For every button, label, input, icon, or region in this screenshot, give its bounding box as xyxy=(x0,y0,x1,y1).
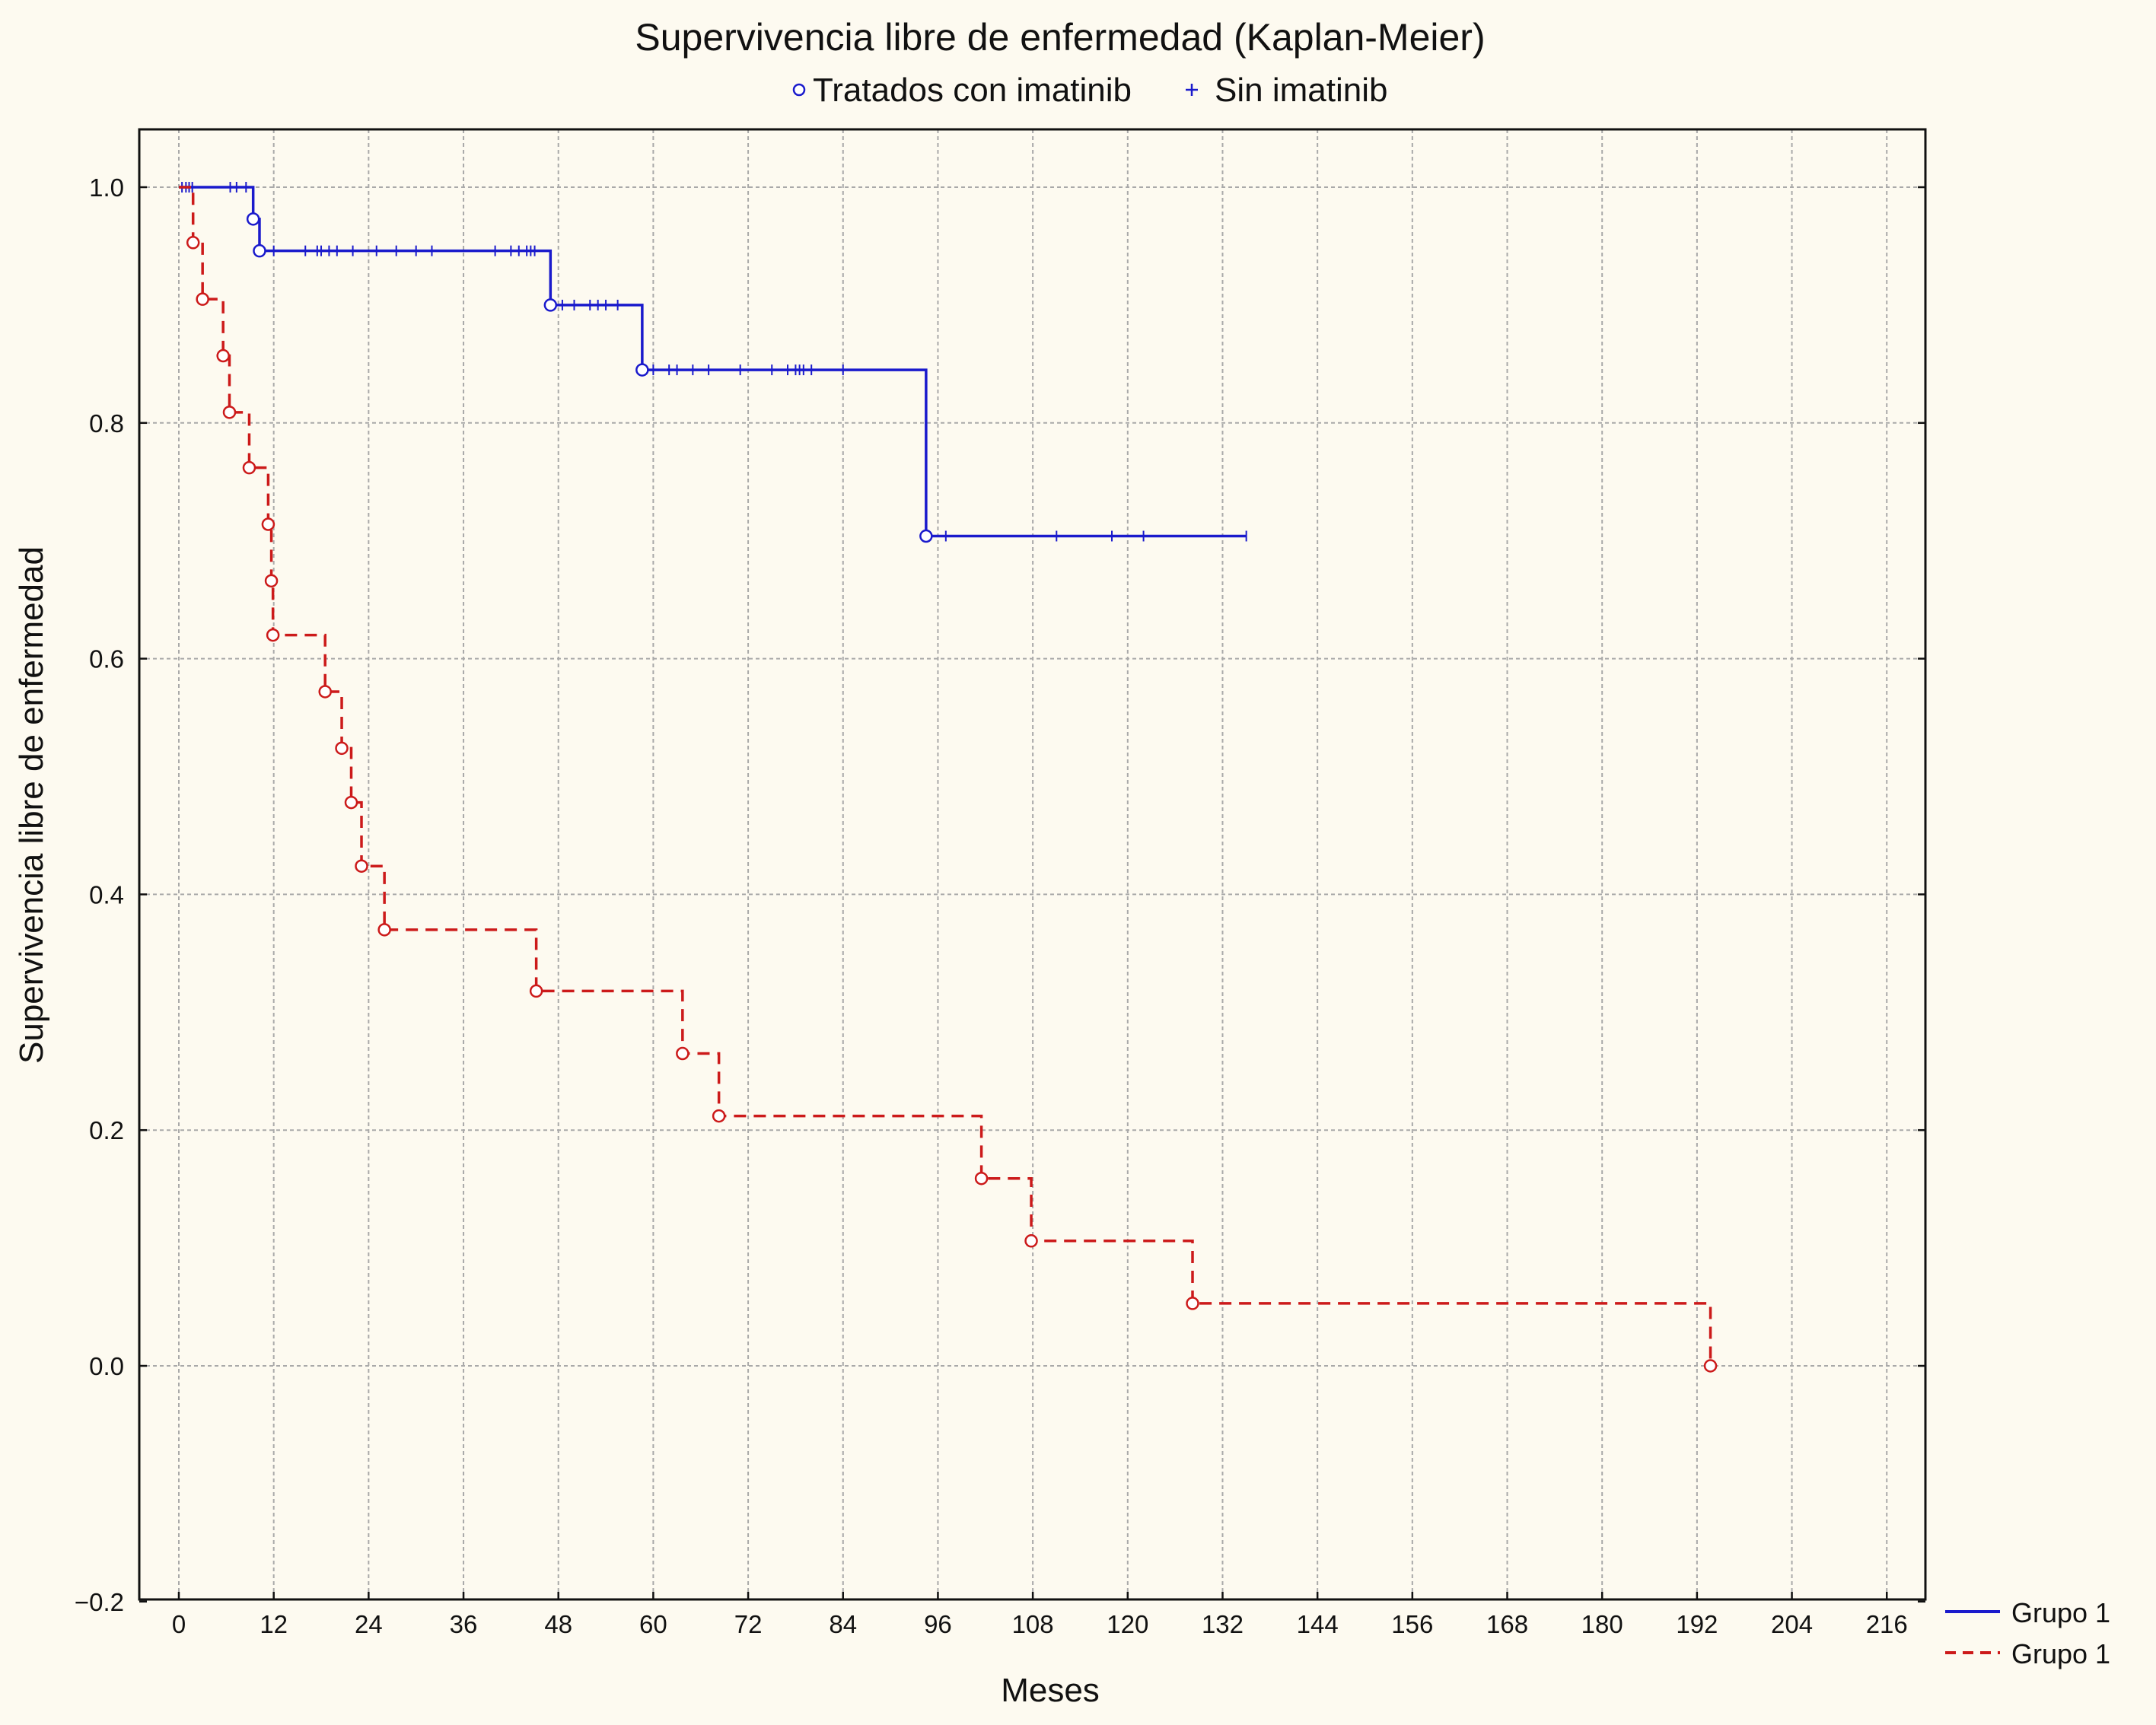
event-marker xyxy=(1186,1297,1199,1310)
event-marker xyxy=(344,795,358,810)
x-tick-label: 216 xyxy=(1866,1610,1908,1638)
x-tick-label: 192 xyxy=(1676,1610,1718,1638)
x-tick-label: 168 xyxy=(1486,1610,1528,1638)
event-marker xyxy=(377,923,391,937)
event-marker xyxy=(635,363,649,377)
event-marker xyxy=(1703,1359,1718,1373)
y-tick-label: 0.6 xyxy=(89,645,124,673)
km-step-line xyxy=(179,186,1247,538)
x-tick-label: 132 xyxy=(1202,1610,1244,1638)
event-marker xyxy=(216,349,230,363)
series-layer xyxy=(179,182,1718,1373)
event-marker xyxy=(355,859,368,873)
line-legend: Grupo 1 Grupo 1 xyxy=(1945,1597,2110,1669)
x-axis-label: Meses xyxy=(1001,1672,1100,1709)
event-marker xyxy=(676,1046,689,1061)
x-tick-label: 72 xyxy=(734,1610,763,1638)
event-marker xyxy=(543,298,558,312)
legend-label-grupo-1-dashed: Grupo 1 xyxy=(2011,1638,2110,1669)
chart-title: Supervivencia libre de enfermedad (Kapla… xyxy=(635,16,1485,59)
x-tick-label: 0 xyxy=(172,1610,186,1638)
event-marker xyxy=(222,406,237,419)
y-tick-label: 0.0 xyxy=(89,1352,124,1380)
event-marker xyxy=(529,984,543,998)
km-step-line xyxy=(179,186,1712,1366)
x-tick-label: 24 xyxy=(355,1610,383,1638)
event-marker xyxy=(919,529,933,543)
x-tick-label: 60 xyxy=(639,1610,667,1638)
legend-circle-marker xyxy=(792,83,806,97)
y-axis-label: Supervivencia libre de enfermedad xyxy=(13,546,50,1064)
y-tick-label: 0.4 xyxy=(89,880,124,909)
series-dashed-red xyxy=(179,186,1718,1373)
x-tick-label: 96 xyxy=(924,1610,952,1638)
legend-label-tratados: Tratados con imatinib xyxy=(813,72,1132,109)
legend-label-sin-imatinib: Sin imatinib xyxy=(1215,72,1387,109)
plot-frame xyxy=(138,128,1927,1601)
event-marker xyxy=(242,460,256,475)
event-marker xyxy=(246,212,260,226)
x-tick-label: 108 xyxy=(1012,1610,1054,1638)
y-tick-label: 1.0 xyxy=(89,173,124,202)
event-marker xyxy=(266,628,280,642)
event-marker xyxy=(712,1109,726,1123)
legend-label-grupo-1-solid: Grupo 1 xyxy=(2011,1597,2110,1628)
event-marker xyxy=(335,741,349,756)
event-marker xyxy=(1024,1234,1038,1248)
x-tick-label: 48 xyxy=(544,1610,572,1638)
axis-ticks: 0 12 24 36 48 60 72 84 96 108 120 132 144 156 168 180 19… xyxy=(75,173,1925,1638)
x-tick-label: 180 xyxy=(1581,1610,1623,1638)
x-tick-label: 12 xyxy=(260,1610,288,1638)
x-tick-label: 156 xyxy=(1391,1610,1433,1638)
event-marker xyxy=(318,685,332,699)
x-tick-label: 204 xyxy=(1771,1610,1813,1638)
y-tick-label: 0.8 xyxy=(89,409,124,438)
x-tick-label: 120 xyxy=(1107,1610,1148,1638)
y-tick-label: 0.2 xyxy=(89,1116,124,1144)
event-marker xyxy=(196,292,209,306)
x-tick-label: 84 xyxy=(829,1610,857,1638)
legend-plus-marker xyxy=(1186,84,1198,96)
event-marker xyxy=(264,574,279,588)
y-tick-label: −0.2 xyxy=(75,1588,124,1616)
event-marker xyxy=(974,1171,989,1186)
event-marker xyxy=(261,517,275,531)
x-tick-label: 36 xyxy=(450,1610,478,1638)
grid-lines xyxy=(139,129,1925,1599)
event-marker xyxy=(253,243,266,258)
marker-legend: Tratados con imatinib Sin imatinib xyxy=(792,72,1387,109)
event-marker xyxy=(186,236,200,250)
x-tick-label: 144 xyxy=(1297,1610,1339,1638)
series-solid-blue xyxy=(179,182,1247,543)
